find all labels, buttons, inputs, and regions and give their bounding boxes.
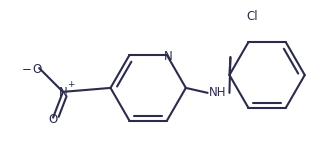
- Text: Cl: Cl: [247, 10, 258, 23]
- Text: NH: NH: [209, 86, 226, 99]
- Text: N: N: [163, 50, 173, 63]
- Text: +: +: [67, 80, 75, 89]
- Text: O: O: [49, 113, 58, 126]
- Text: O: O: [32, 63, 42, 76]
- Text: −: −: [21, 63, 31, 76]
- Text: N: N: [59, 86, 67, 99]
